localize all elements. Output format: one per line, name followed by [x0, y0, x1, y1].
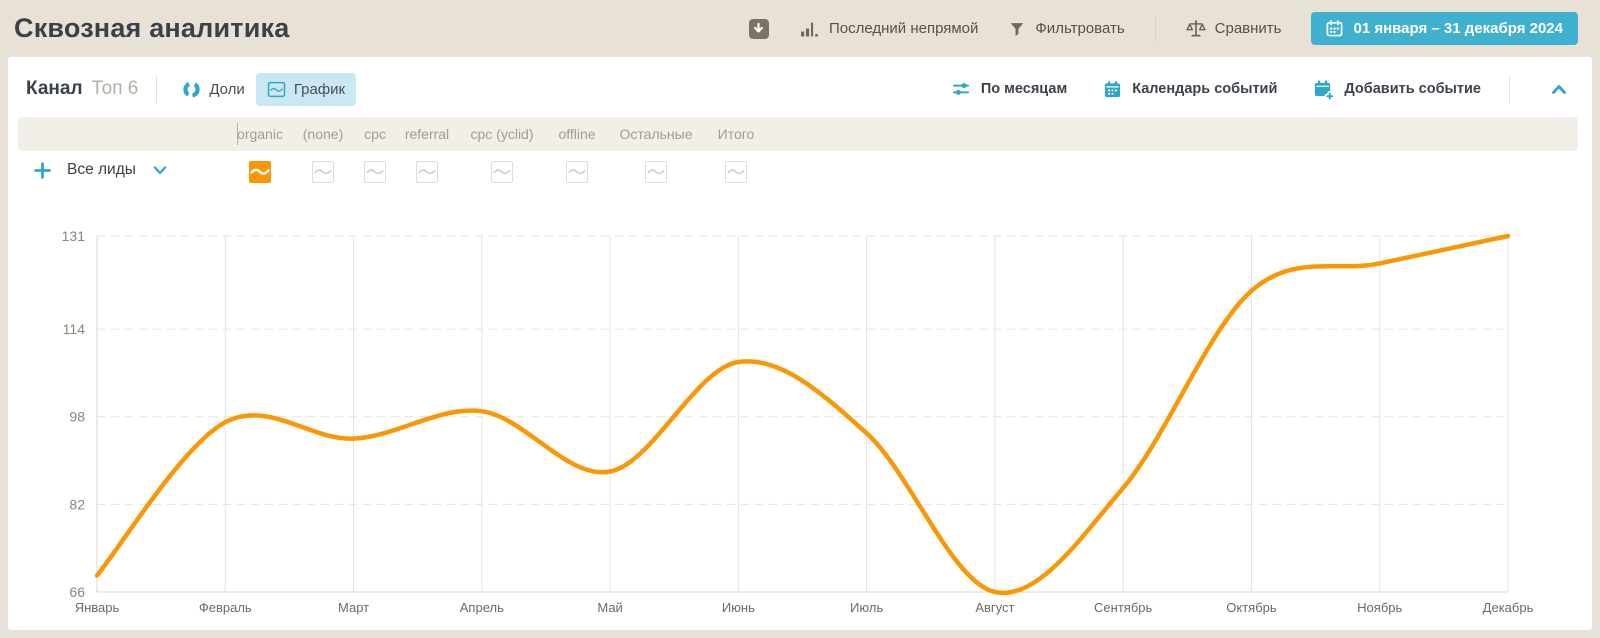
plus-icon [34, 161, 51, 179]
x-tick-label: Декабрь [1483, 600, 1534, 615]
line-chart: 66 82 98 114 131 Январь Февраль Март Апрель Май Ию… [62, 228, 1534, 615]
events-calendar-button[interactable]: Календарь событий [1103, 80, 1277, 99]
x-tick-label: Ноябрь [1357, 600, 1402, 615]
scales-icon [1185, 19, 1206, 36]
wave-icon [418, 169, 436, 175]
series-toggle-organic-active[interactable] [249, 161, 271, 183]
channel-tab-Итого[interactable]: Итого [717, 126, 755, 142]
channel-tab-cpc[interactable]: cpc [364, 126, 386, 142]
download-icon [754, 22, 764, 33]
attribution-model-button[interactable]: Последний непрямой [799, 19, 978, 39]
compare-button[interactable]: Сравнить [1185, 19, 1282, 39]
series-toggle-referral[interactable] [416, 161, 438, 183]
topbar-divider [1154, 15, 1156, 42]
channel-tab-(none)[interactable]: (none) [302, 126, 344, 142]
view-toggle-shares[interactable]: Доли [171, 73, 255, 106]
column-divider [237, 123, 238, 145]
panel-subtitle: Топ 6 [91, 78, 139, 99]
calendar-grid-icon [1105, 80, 1121, 97]
series-row: Все лиды [8, 157, 1592, 193]
channel-tab-referral[interactable]: referral [404, 126, 450, 142]
export-button[interactable] [748, 18, 769, 39]
series-toggle-cpc (yclid)[interactable] [491, 161, 513, 183]
wave-icon [314, 169, 332, 175]
page-title: Сквозная аналитика [14, 13, 290, 43]
chevron-up-icon [1552, 85, 1566, 94]
topbar-actions: Последний непрямой Фильтровать Сравнить [748, 12, 1578, 45]
series-selector-label: Все лиды [67, 161, 136, 178]
wave-icon [647, 169, 665, 175]
calendar-plus-icon [1315, 80, 1335, 100]
y-tick-label: 114 [63, 321, 86, 337]
x-tick-label: Июль [850, 600, 883, 615]
channel-tab-organic[interactable]: organic [237, 126, 283, 142]
series-toggle-cpc[interactable] [364, 161, 386, 183]
series-toggle-Остальные[interactable] [645, 161, 667, 183]
wave-icon [727, 169, 745, 175]
x-tick-label: Октябрь [1226, 600, 1277, 615]
topbar: Сквозная аналитика Последний непрямой Фи… [0, 0, 1600, 57]
y-tick-label: 98 [69, 409, 85, 425]
channel-tabs: organic (none) cpc referral cpc (yclid) offli… [18, 117, 1578, 151]
shares-label: Доли [209, 80, 245, 98]
channel-tab-Остальные[interactable]: Остальные [619, 126, 693, 142]
events-calendar-label: Календарь событий [1132, 81, 1278, 97]
header-divider [156, 75, 158, 103]
y-tick-label: 82 [69, 496, 85, 512]
wave-icon [250, 168, 270, 175]
bar-chart-icon [800, 22, 818, 37]
y-tick-label: 66 [69, 584, 85, 600]
add-event-button[interactable]: Добавить событие [1313, 79, 1481, 100]
date-range-button[interactable]: 01 января – 31 декабря 2024 [1311, 12, 1578, 45]
x-tick-label: Сентябрь [1094, 600, 1152, 615]
channel-tab-cpc (yclid)[interactable]: cpc (yclid) [470, 126, 534, 142]
series-line [94, 233, 1511, 596]
x-tick-label: Август [975, 600, 1014, 615]
x-tick-label: Май [597, 600, 622, 615]
compare-label: Сравнить [1214, 20, 1282, 37]
calendar-icon [1327, 20, 1343, 37]
x-tick-label: Июнь [722, 600, 755, 615]
funnel-icon [1011, 22, 1024, 36]
by-months-label: По месяцам [980, 81, 1068, 97]
view-toggle-chart[interactable]: График [255, 72, 357, 106]
x-tick-label: Январь [75, 600, 120, 615]
card-header: Канал Топ 6 Доли График [26, 69, 1572, 109]
collapse-panel-button[interactable] [1546, 77, 1572, 101]
add-event-label: Добавить событие [1344, 81, 1481, 97]
line-chart-icon [267, 81, 286, 97]
chart-label: График [293, 80, 346, 98]
wave-icon [568, 169, 586, 175]
panel-title: Канал [26, 78, 83, 99]
card-header-actions: По месяцам Календарь событий [952, 75, 1572, 103]
x-tick-label: Март [338, 600, 369, 615]
x-tick-label: Февраль [199, 600, 252, 615]
x-tick-label: Апрель [460, 600, 504, 615]
series-toggle-offline[interactable] [566, 161, 588, 183]
sliders-icon [952, 83, 969, 95]
by-months-button[interactable]: По месяцам [952, 80, 1067, 98]
chevron-down-icon [153, 166, 167, 175]
channel-tab-offline[interactable]: offline [558, 126, 596, 142]
filter-label: Фильтровать [1035, 20, 1125, 37]
filter-button[interactable]: Фильтровать [1008, 20, 1125, 38]
y-tick-label: 131 [62, 228, 86, 244]
analytics-card: Канал Топ 6 Доли График [8, 57, 1592, 630]
series-toggle-(none)[interactable] [312, 161, 334, 183]
attribution-label: Последний непрямой [828, 20, 979, 37]
wave-icon [493, 169, 511, 175]
collapse-divider [1509, 75, 1510, 103]
date-range-label: 01 января – 31 декабря 2024 [1353, 20, 1563, 37]
wave-icon [366, 169, 384, 175]
series-selector[interactable]: Все лиды [34, 161, 168, 179]
donut-icon [183, 80, 201, 98]
series-toggle-Итого[interactable] [725, 161, 747, 183]
